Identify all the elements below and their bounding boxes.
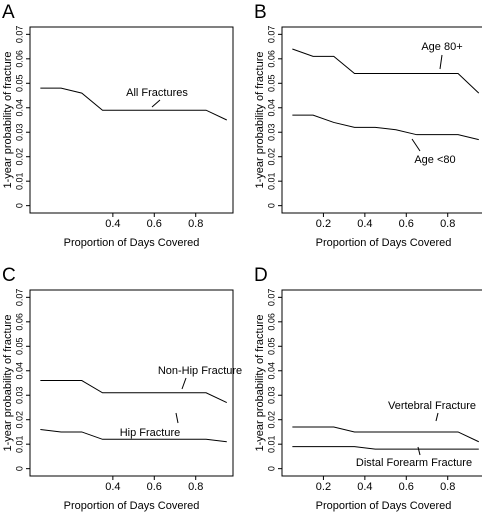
series-line — [40, 380, 227, 404]
series-line — [292, 48, 480, 94]
panel: D 1-year probability of fracture Proportio… — [254, 265, 482, 512]
series-annotation: Distal Forearm Fracture — [356, 457, 472, 469]
panel-letter: A — [2, 2, 15, 23]
y-tick-label: 0.04 — [14, 362, 24, 380]
y-tick-label: 0.01 — [14, 172, 24, 190]
series-line — [292, 114, 479, 141]
y-tick-label: 0.01 — [266, 435, 276, 453]
series-annotation: Non-Hip Fracture — [158, 365, 242, 377]
series-annotation: All Fractures — [126, 87, 188, 99]
annotation-leader — [411, 138, 421, 152]
y-axis-title: 1-year probability of fracture — [254, 315, 266, 452]
y-tick-label: 0.03 — [14, 386, 24, 404]
y-tick-label: 0.07 — [14, 289, 24, 307]
x-tick-label: 0.6 — [399, 481, 414, 493]
x-tick-label: 0.4 — [357, 218, 372, 230]
x-tick-label: 0.4 — [357, 481, 372, 493]
y-tick-label: 0.04 — [14, 99, 24, 117]
y-tick-label: 0.02 — [14, 411, 24, 429]
panel: A 1-year probability of fracture Proportio… — [2, 2, 234, 249]
plot-frame — [281, 289, 482, 477]
x-tick-label: 0.2 — [316, 218, 331, 230]
y-tick-label: 0.06 — [266, 50, 276, 68]
y-tick-label: 0 — [14, 203, 24, 208]
series-line — [40, 429, 227, 443]
x-axis-title: Proportion of Days Covered — [316, 500, 452, 512]
x-tick-label: 0.6 — [399, 218, 414, 230]
series-annotation: Age 80+ — [421, 41, 462, 53]
y-tick-label: 0.03 — [266, 386, 276, 404]
y-tick-label: 0.02 — [266, 411, 276, 429]
x-tick-label: 0.8 — [440, 218, 455, 230]
series-annotation: Age <80 — [414, 154, 455, 166]
y-tick-label: 0 — [266, 203, 276, 208]
plot-frame — [281, 26, 482, 214]
x-tick-label: 0.8 — [188, 481, 203, 493]
series-annotation: Vertebral Fracture — [388, 400, 476, 412]
panel-letter: B — [254, 2, 267, 23]
panel-letter: C — [2, 265, 16, 286]
y-tick-label: 0.02 — [266, 148, 276, 166]
series-annotation: Hip Fracture — [120, 427, 181, 439]
y-tick-label: 0.05 — [266, 338, 276, 356]
panel: C 1-year probability of fracture Proportio… — [2, 265, 242, 512]
x-tick-label: 0.8 — [440, 481, 455, 493]
y-tick-label: 0.04 — [266, 362, 276, 380]
series-line — [292, 426, 479, 443]
plot-frame — [29, 26, 234, 214]
y-tick-label: 0.06 — [14, 50, 24, 68]
x-tick-label: 0.4 — [105, 218, 120, 230]
y-tick-label: 0.03 — [266, 123, 276, 141]
annotation-leader — [435, 412, 439, 422]
annotation-leader — [181, 377, 187, 390]
annotation-leader — [151, 99, 161, 108]
y-tick-label: 0.04 — [266, 99, 276, 117]
y-tick-label: 0.05 — [14, 75, 24, 93]
y-tick-label: 0.03 — [14, 123, 24, 141]
x-tick-label: 0.8 — [188, 218, 203, 230]
y-tick-label: 0.05 — [14, 338, 24, 356]
plot-frame — [29, 289, 234, 477]
x-tick-label: 0.2 — [316, 481, 331, 493]
annotation-leader — [175, 412, 179, 424]
annotation-leader — [439, 54, 443, 70]
y-tick-label: 0.06 — [14, 313, 24, 331]
y-axis-title: 1-year probability of fracture — [2, 315, 14, 452]
y-tick-label: 0 — [266, 466, 276, 471]
annotation-leader — [417, 446, 421, 456]
y-axis-title: 1-year probability of fracture — [2, 52, 14, 189]
y-tick-label: 0.07 — [266, 26, 276, 44]
x-axis-title: Proportion of Days Covered — [64, 500, 200, 512]
y-tick-label: 0.05 — [266, 75, 276, 93]
y-tick-label: 0.06 — [266, 313, 276, 331]
y-tick-label: 0.07 — [266, 289, 276, 307]
y-tick-label: 0 — [14, 466, 24, 471]
series-line — [40, 87, 227, 121]
y-tick-label: 0.07 — [14, 26, 24, 44]
series-line — [292, 446, 479, 450]
y-tick-label: 0.01 — [14, 435, 24, 453]
x-tick-label: 0.6 — [147, 218, 162, 230]
panel-letter: D — [254, 265, 268, 286]
y-axis-title: 1-year probability of fracture — [254, 52, 266, 189]
x-tick-label: 0.4 — [105, 481, 120, 493]
x-tick-label: 0.6 — [147, 481, 162, 493]
panel: B 1-year probability of fracture Proportio… — [254, 2, 482, 249]
y-tick-label: 0.01 — [266, 172, 276, 190]
x-axis-title: Proportion of Days Covered — [64, 237, 200, 249]
y-tick-label: 0.02 — [14, 148, 24, 166]
x-axis-title: Proportion of Days Covered — [316, 237, 452, 249]
